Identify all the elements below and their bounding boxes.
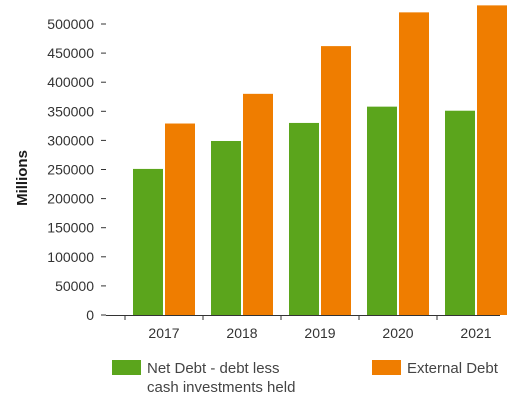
x-tick-label: 2019 (304, 325, 335, 341)
y-tick-label: 400000 (47, 74, 94, 90)
legend-swatch-external-debt (372, 360, 401, 375)
bar-net-debt (211, 140, 241, 315)
bars (133, 5, 507, 316)
y-tick-label: 350000 (47, 103, 94, 119)
y-tick-label: 0 (86, 307, 94, 323)
bar-net-debt (289, 122, 319, 315)
bar-external-debt (165, 123, 195, 315)
bar-net-debt (367, 106, 397, 315)
x-tick-label: 2018 (226, 325, 257, 341)
x-tick-label: 2020 (382, 325, 413, 341)
x-axis: 2017 2018 2019 2020 2021 (106, 315, 500, 341)
legend-label-net-debt: Net Debt - debt less cash investments he… (147, 360, 296, 396)
x-tick-label: 2021 (460, 325, 491, 341)
y-tick-label: 150000 (47, 220, 94, 236)
bar-net-debt (445, 110, 475, 315)
legend-swatch-net-debt (112, 360, 141, 375)
y-tick-label: 450000 (47, 45, 94, 61)
y-tick-label: 200000 (47, 191, 94, 207)
bar-net-debt (133, 168, 163, 315)
y-tick-label: 250000 (47, 162, 94, 178)
bar-external-debt (243, 93, 273, 315)
y-axis-label: Millions (14, 150, 31, 206)
legend-label-external-debt: External Debt (407, 360, 498, 377)
y-tick-label: 300000 (47, 132, 94, 148)
bar-external-debt (399, 12, 429, 316)
y-tick-label: 100000 (47, 249, 94, 265)
y-tick-label: 500000 (47, 16, 94, 32)
bar-external-debt (477, 5, 507, 315)
y-axis: 0 50000 100000 150000 200000 250000 300000 3500… (47, 16, 106, 323)
y-tick-label: 50000 (55, 278, 94, 294)
bar-external-debt (321, 46, 351, 316)
x-tick-label: 2017 (148, 325, 179, 341)
